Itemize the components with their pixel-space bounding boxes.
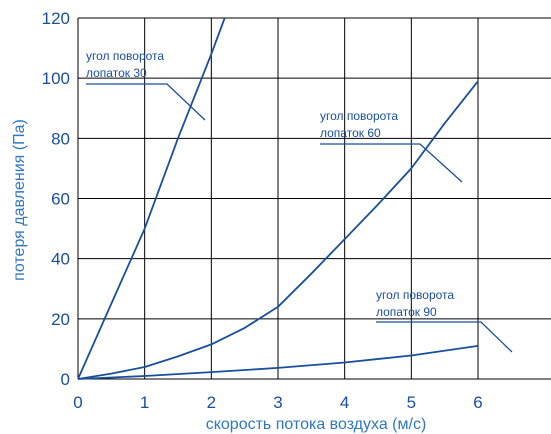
x-tick-label: 3 [273, 393, 282, 412]
annotation-1: угол поворота лопаток 30 [86, 49, 206, 121]
y-tick-label: 80 [51, 129, 70, 148]
series-line-2 [77, 80, 479, 380]
annotation-line2: лопаток 90 [376, 305, 437, 319]
series-line-1 [77, 17, 226, 380]
annotation-leader [376, 321, 513, 353]
x-tick-label: 2 [207, 393, 216, 412]
x-tick-label: 5 [407, 393, 416, 412]
y-axis-title: потеря давления (Па) [11, 119, 28, 281]
annotation-line1: угол поворота [320, 109, 398, 123]
x-tick-label: 4 [340, 393, 349, 412]
annotation-line1: угол поворота [86, 49, 164, 63]
y-tick-label: 40 [51, 250, 70, 269]
annotation-line1: угол поворота [376, 288, 454, 302]
annotation-2: угол поворота лопаток 60 [320, 109, 463, 183]
y-tick-label: 100 [42, 69, 70, 88]
x-tick-label: 1 [140, 393, 149, 412]
annotation-3: угол поворота лопаток 90 [376, 288, 513, 353]
y-tick-label: 0 [61, 370, 70, 389]
x-tick-label: 6 [473, 393, 482, 412]
annotation-leader [86, 83, 206, 121]
grid [77, 17, 551, 380]
annotation-line2: лопаток 30 [86, 66, 147, 80]
series-group [77, 17, 479, 380]
series-line-3 [77, 345, 479, 380]
annotations: угол поворота лопаток 30 угол поворота лопа… [86, 49, 513, 353]
annotation-line2: лопаток 60 [320, 126, 381, 140]
x-axis-title: скорость потока воздуха (м/с) [206, 416, 427, 433]
annotation-leader [320, 143, 463, 183]
y-tick-label: 120 [42, 9, 70, 28]
y-tick-label: 60 [51, 190, 70, 209]
x-tick-label: 0 [73, 393, 82, 412]
y-tick-label: 20 [51, 310, 70, 329]
